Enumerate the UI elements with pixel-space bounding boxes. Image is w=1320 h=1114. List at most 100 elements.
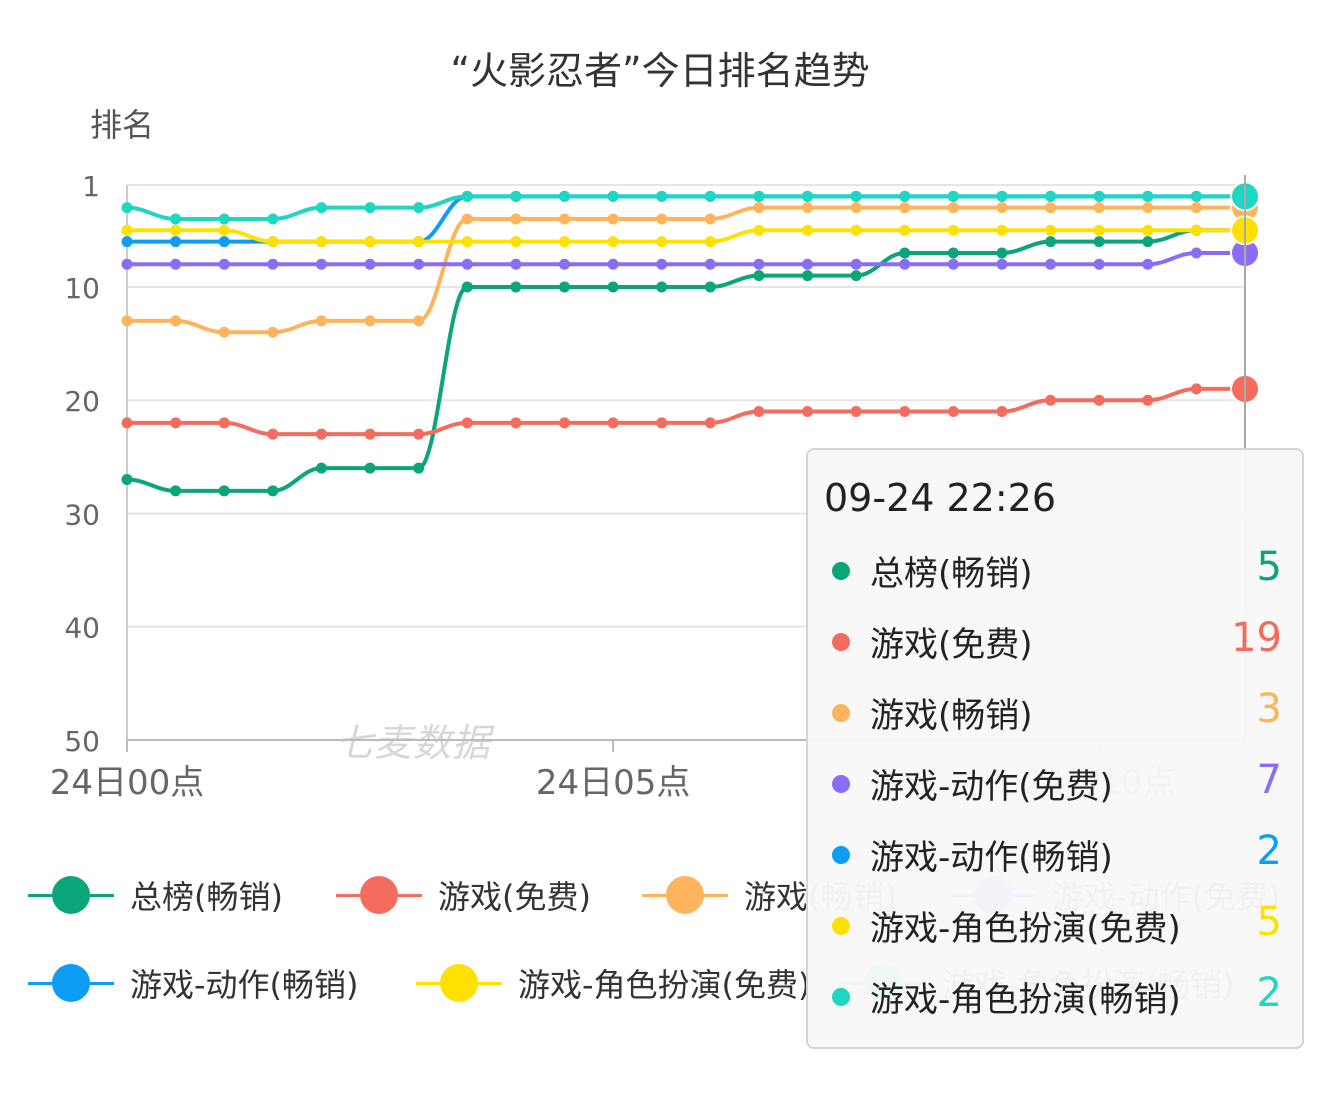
data-point [947,202,959,214]
data-point [607,281,619,293]
series-layer [121,181,1260,497]
data-point [996,406,1008,418]
data-point [1093,224,1105,236]
data-point [947,224,959,236]
data-point [170,258,182,270]
x-tick-label: 24日05点 [536,763,691,803]
data-point [899,190,911,202]
data-point [704,258,716,270]
legend-symbol [336,870,422,920]
data-point [656,258,668,270]
data-point [704,281,716,293]
y-tick-label: 40 [64,612,100,645]
data-point [1045,258,1057,270]
data-point [753,406,765,418]
tooltip-series-label: 游戏(畅销) [870,696,1033,736]
data-point [315,258,327,270]
legend-item[interactable]: 游戏(免费) [336,870,591,920]
data-point [170,224,182,236]
data-point [413,202,425,214]
legend-item[interactable]: 游戏-角色扮演(免费) [416,958,811,1008]
data-point [413,315,425,327]
data-point [121,236,133,248]
y-axis-title: 排名 [90,106,155,144]
tooltip-series-dot [832,633,850,651]
data-point [267,213,279,225]
data-point [413,462,425,474]
legend-item[interactable]: 游戏-动作(畅销) [28,958,359,1008]
data-point [510,417,522,429]
data-point [947,247,959,259]
data-point [121,473,133,485]
data-point [121,202,133,214]
data-point [413,236,425,248]
data-point [364,428,376,440]
data-point [558,236,570,248]
data-point [558,258,570,270]
data-point [899,247,911,259]
data-point [704,236,716,248]
tooltip-row: 游戏-动作(免费) 7 [824,753,1286,813]
tooltip-series-value: 5 [1256,544,1282,590]
data-point [802,190,814,202]
data-point [218,417,230,429]
data-point [558,190,570,202]
data-point [121,417,133,429]
data-point [510,281,522,293]
data-point [899,224,911,236]
data-point [1093,190,1105,202]
data-point [1190,224,1202,236]
data-point [1142,394,1154,406]
data-point [802,258,814,270]
legend-label: 游戏-动作(畅销) [130,966,359,1004]
tooltip-series-dot [832,917,850,935]
series-line [126,250,1246,267]
data-point [753,202,765,214]
data-point [267,258,279,270]
data-point [753,224,765,236]
series-游戏(畅销) [121,192,1260,338]
y-tick-label: 20 [64,385,100,418]
legend-label: 游戏-角色扮演(免费) [518,966,811,1004]
series-line [127,205,1245,335]
data-point [315,462,327,474]
tooltip-series-label: 游戏-角色扮演(免费) [870,909,1181,949]
data-point [1190,190,1202,202]
data-point [218,224,230,236]
data-point [558,281,570,293]
tooltip-time: 09-24 22:26 [824,476,1057,520]
tooltip-series-value: 2 [1256,970,1282,1016]
watermark: 七麦数据 [335,721,492,765]
data-point [996,247,1008,259]
series-游戏-角色扮演(免费) [121,215,1260,248]
data-point [364,202,376,214]
data-point [1093,394,1105,406]
data-point [364,315,376,327]
data-point [802,224,814,236]
series-游戏(免费) [121,373,1260,440]
legend-item[interactable]: 总榜(畅销) [28,870,283,920]
data-point [461,236,473,248]
legend-symbol [28,958,114,1008]
data-point [1142,236,1154,248]
data-point [315,236,327,248]
tooltip-series-label: 游戏(免费) [870,625,1033,665]
data-point [121,258,133,270]
data-point [656,281,668,293]
data-point [656,417,668,429]
data-point [1190,383,1202,395]
data-point [1093,236,1105,248]
tooltip: 09-24 22:26 总榜(畅销) 5 游戏(免费) 19 游戏(畅销) 3 游戏-动作(… [806,448,1304,1049]
tooltip-series-dot [832,775,850,793]
data-point [267,236,279,248]
legend-symbol [416,958,502,1008]
data-point [802,406,814,418]
data-point [170,315,182,327]
data-point [267,428,279,440]
data-point [364,258,376,270]
data-point [461,281,473,293]
data-point [364,236,376,248]
data-point [753,270,765,282]
data-point [218,326,230,338]
